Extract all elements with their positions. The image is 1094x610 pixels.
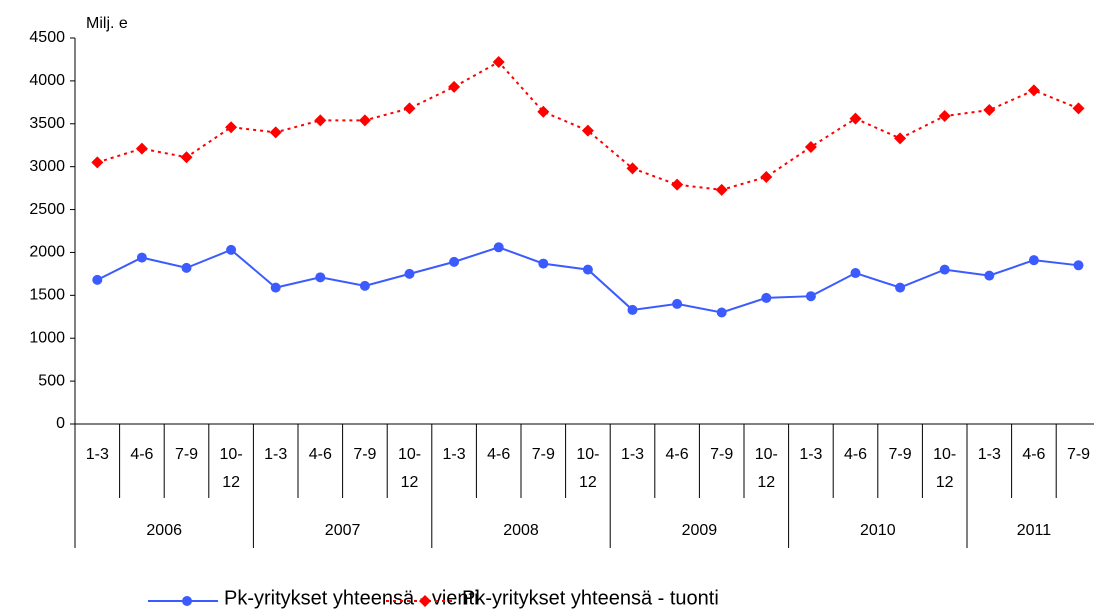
y-tick-label: 4000: [29, 72, 65, 89]
x-tick-label: 1-3: [442, 446, 466, 463]
point: [358, 114, 371, 127]
point: [671, 178, 684, 191]
point: [849, 112, 862, 125]
point: [180, 151, 193, 164]
point: [135, 142, 148, 155]
point: [804, 140, 817, 153]
point: [225, 121, 238, 134]
point: [760, 170, 773, 183]
y-tick-label: 1000: [29, 329, 65, 346]
point: [91, 156, 104, 169]
point: [627, 304, 638, 315]
x-tick-label: 1-3: [264, 446, 288, 463]
point: [449, 256, 460, 267]
x-tick-label: 10-12: [576, 446, 600, 491]
point: [1073, 260, 1084, 271]
point: [672, 298, 683, 309]
point: [716, 307, 727, 318]
x-tick-label: 4-6: [1022, 446, 1046, 463]
legend-marker: [419, 595, 431, 607]
year-label: 2009: [682, 522, 718, 539]
point: [270, 282, 281, 293]
y-tick-label: 3000: [29, 158, 65, 175]
point: [938, 110, 951, 123]
x-tick-label: 10-12: [219, 446, 243, 491]
x-tick-label: 7-9: [353, 446, 377, 463]
year-label: 2008: [503, 522, 539, 539]
x-tick-label: 4-6: [665, 446, 689, 463]
point: [136, 252, 147, 263]
point: [538, 258, 549, 269]
point: [315, 272, 326, 283]
x-tick-label: 10-12: [754, 446, 778, 491]
point: [1027, 84, 1040, 97]
x-tick-label: 10-12: [933, 446, 957, 491]
point: [626, 162, 639, 175]
point: [537, 105, 550, 118]
point: [226, 244, 237, 255]
point: [269, 126, 282, 139]
y-tick-label: 3500: [29, 115, 65, 132]
year-label: 2006: [146, 522, 182, 539]
x-tick-label: 1-3: [799, 446, 823, 463]
y-tick-label: 1500: [29, 287, 65, 304]
point: [492, 56, 505, 69]
point: [314, 114, 327, 127]
point: [404, 268, 415, 279]
point: [582, 264, 593, 275]
point: [715, 183, 728, 196]
y-tick-label: 500: [38, 372, 65, 389]
x-tick-label: 4-6: [130, 446, 154, 463]
point: [894, 132, 907, 145]
x-tick-label: 4-6: [487, 446, 511, 463]
x-tick-label: 4-6: [843, 446, 868, 463]
legend-label: Pk-yritykset yhteensä - vienti: [224, 587, 479, 609]
point: [850, 268, 861, 279]
point: [92, 274, 103, 285]
y-axis-label: Milj. e: [86, 15, 128, 32]
point: [448, 80, 461, 93]
y-tick-label: 4500: [29, 29, 65, 46]
point: [359, 280, 370, 291]
y-tick-label: 2000: [29, 244, 65, 261]
point: [984, 270, 995, 281]
x-tick-label: 1-3: [977, 446, 1001, 463]
point: [761, 292, 772, 303]
x-tick-label: 7-9: [710, 446, 734, 463]
legend-marker: [182, 596, 192, 606]
year-label: 2010: [860, 522, 896, 539]
point: [939, 264, 950, 275]
legend-label: Pk-yritykset yhteensä - tuonti: [462, 587, 719, 609]
x-tick-label: 7-9: [888, 446, 912, 463]
y-tick-label: 2500: [29, 201, 65, 218]
y-tick-label: 0: [56, 415, 65, 432]
x-tick-label: 7-9: [1066, 446, 1091, 463]
x-tick-label: 7-9: [531, 446, 555, 463]
x-tick-label: 7-9: [174, 446, 199, 463]
point: [1028, 255, 1039, 266]
point: [181, 262, 192, 273]
year-label: 2007: [325, 522, 361, 539]
point: [895, 282, 906, 293]
series-line: [97, 60, 1079, 191]
point: [403, 102, 416, 115]
x-tick-label: 1-3: [85, 446, 109, 463]
point: [1072, 102, 1085, 115]
x-tick-label: 10-12: [397, 446, 422, 491]
x-tick-label: 1-3: [620, 446, 645, 463]
point: [493, 242, 504, 253]
year-label: 2011: [1017, 522, 1052, 539]
point: [581, 124, 594, 137]
series-line: [96, 246, 1079, 314]
point: [983, 104, 996, 117]
point: [805, 291, 816, 302]
x-tick-label: 4-6: [308, 446, 332, 463]
